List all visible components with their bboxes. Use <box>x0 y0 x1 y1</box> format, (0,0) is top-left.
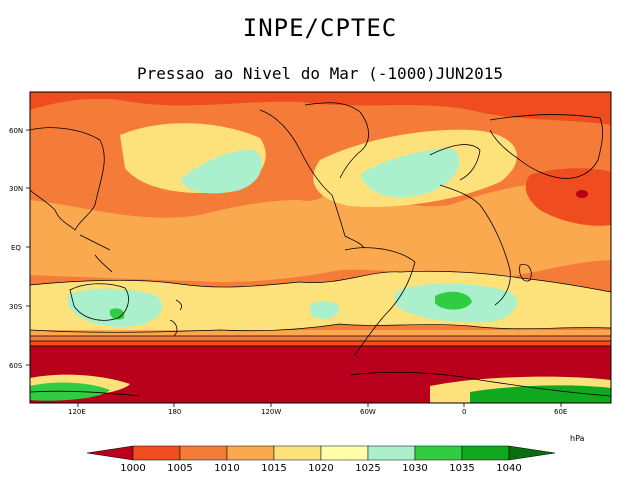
lon-label-120e: 120E <box>68 408 86 416</box>
lon-label-60w: 60W <box>360 408 376 416</box>
legend-cell <box>273 445 322 461</box>
legend-cell <box>132 445 181 461</box>
legend-level-label: 1020 <box>308 463 333 474</box>
field-band-1015 <box>30 330 611 336</box>
field-australia-core <box>109 308 125 320</box>
lat-label-60n: 60N <box>9 127 23 135</box>
field-npacific-core <box>180 149 262 194</box>
field-band-1005 <box>30 341 611 346</box>
legend-level-label: 1040 <box>496 463 521 474</box>
field-tropics <box>30 178 611 282</box>
field-asia-low <box>525 168 611 226</box>
legend-cell <box>226 445 275 461</box>
legend-cell <box>461 445 510 461</box>
field-band-1010 <box>30 336 611 341</box>
field-natlantic-core <box>360 148 460 198</box>
legend-level-label: 1005 <box>167 463 192 474</box>
legend-level-label: 1025 <box>355 463 380 474</box>
legend-level-label: 1035 <box>449 463 474 474</box>
legend-level-label: 1010 <box>214 463 239 474</box>
legend-level-label: 1000 <box>120 463 145 474</box>
contours <box>30 270 611 347</box>
legend-cell <box>179 445 228 461</box>
lat-label-30n: 30N <box>9 185 23 193</box>
legend-cell <box>367 445 416 461</box>
lat-label-30s: 30S <box>9 303 23 311</box>
legend-cell-below <box>86 445 134 461</box>
legend-cell <box>414 445 463 461</box>
map-subtitle: Pressao ao Nivel do Mar (-1000)JUN2015 <box>136 64 504 83</box>
field-australia-high <box>68 288 163 327</box>
legend-unit: hPa <box>570 434 585 443</box>
lon-axis: 120E 180 120W 60W 0 60E <box>68 403 567 416</box>
legend-cell <box>320 445 369 461</box>
lat-label-eq: EQ <box>11 244 21 252</box>
lat-axis: 60N 30N EQ 30S 60S <box>9 127 30 370</box>
legend-level-label: 1015 <box>261 463 286 474</box>
lon-label-0: 0 <box>462 408 466 416</box>
field-pacific-cell <box>310 300 340 319</box>
lat-label-60s: 60S <box>9 362 23 370</box>
lon-label-180: 180 <box>168 408 181 416</box>
field-asia-core <box>576 190 588 198</box>
map-frame <box>29 91 612 404</box>
lon-label-120w: 120W <box>261 408 281 416</box>
map-field <box>30 92 611 403</box>
field-north-low <box>30 92 611 125</box>
field-atlantic-core <box>435 291 472 310</box>
lon-label-60e: 60E <box>554 408 567 416</box>
legend-cell-above <box>508 445 556 461</box>
legend-level-label: 1030 <box>402 463 427 474</box>
app-title: INPE/CPTEC <box>242 14 398 42</box>
field-antarctic-core-e <box>470 385 611 403</box>
legend-colorbar: 1000 1005 1010 1015 1020 1025 1030 1035 1040 <box>86 445 556 474</box>
